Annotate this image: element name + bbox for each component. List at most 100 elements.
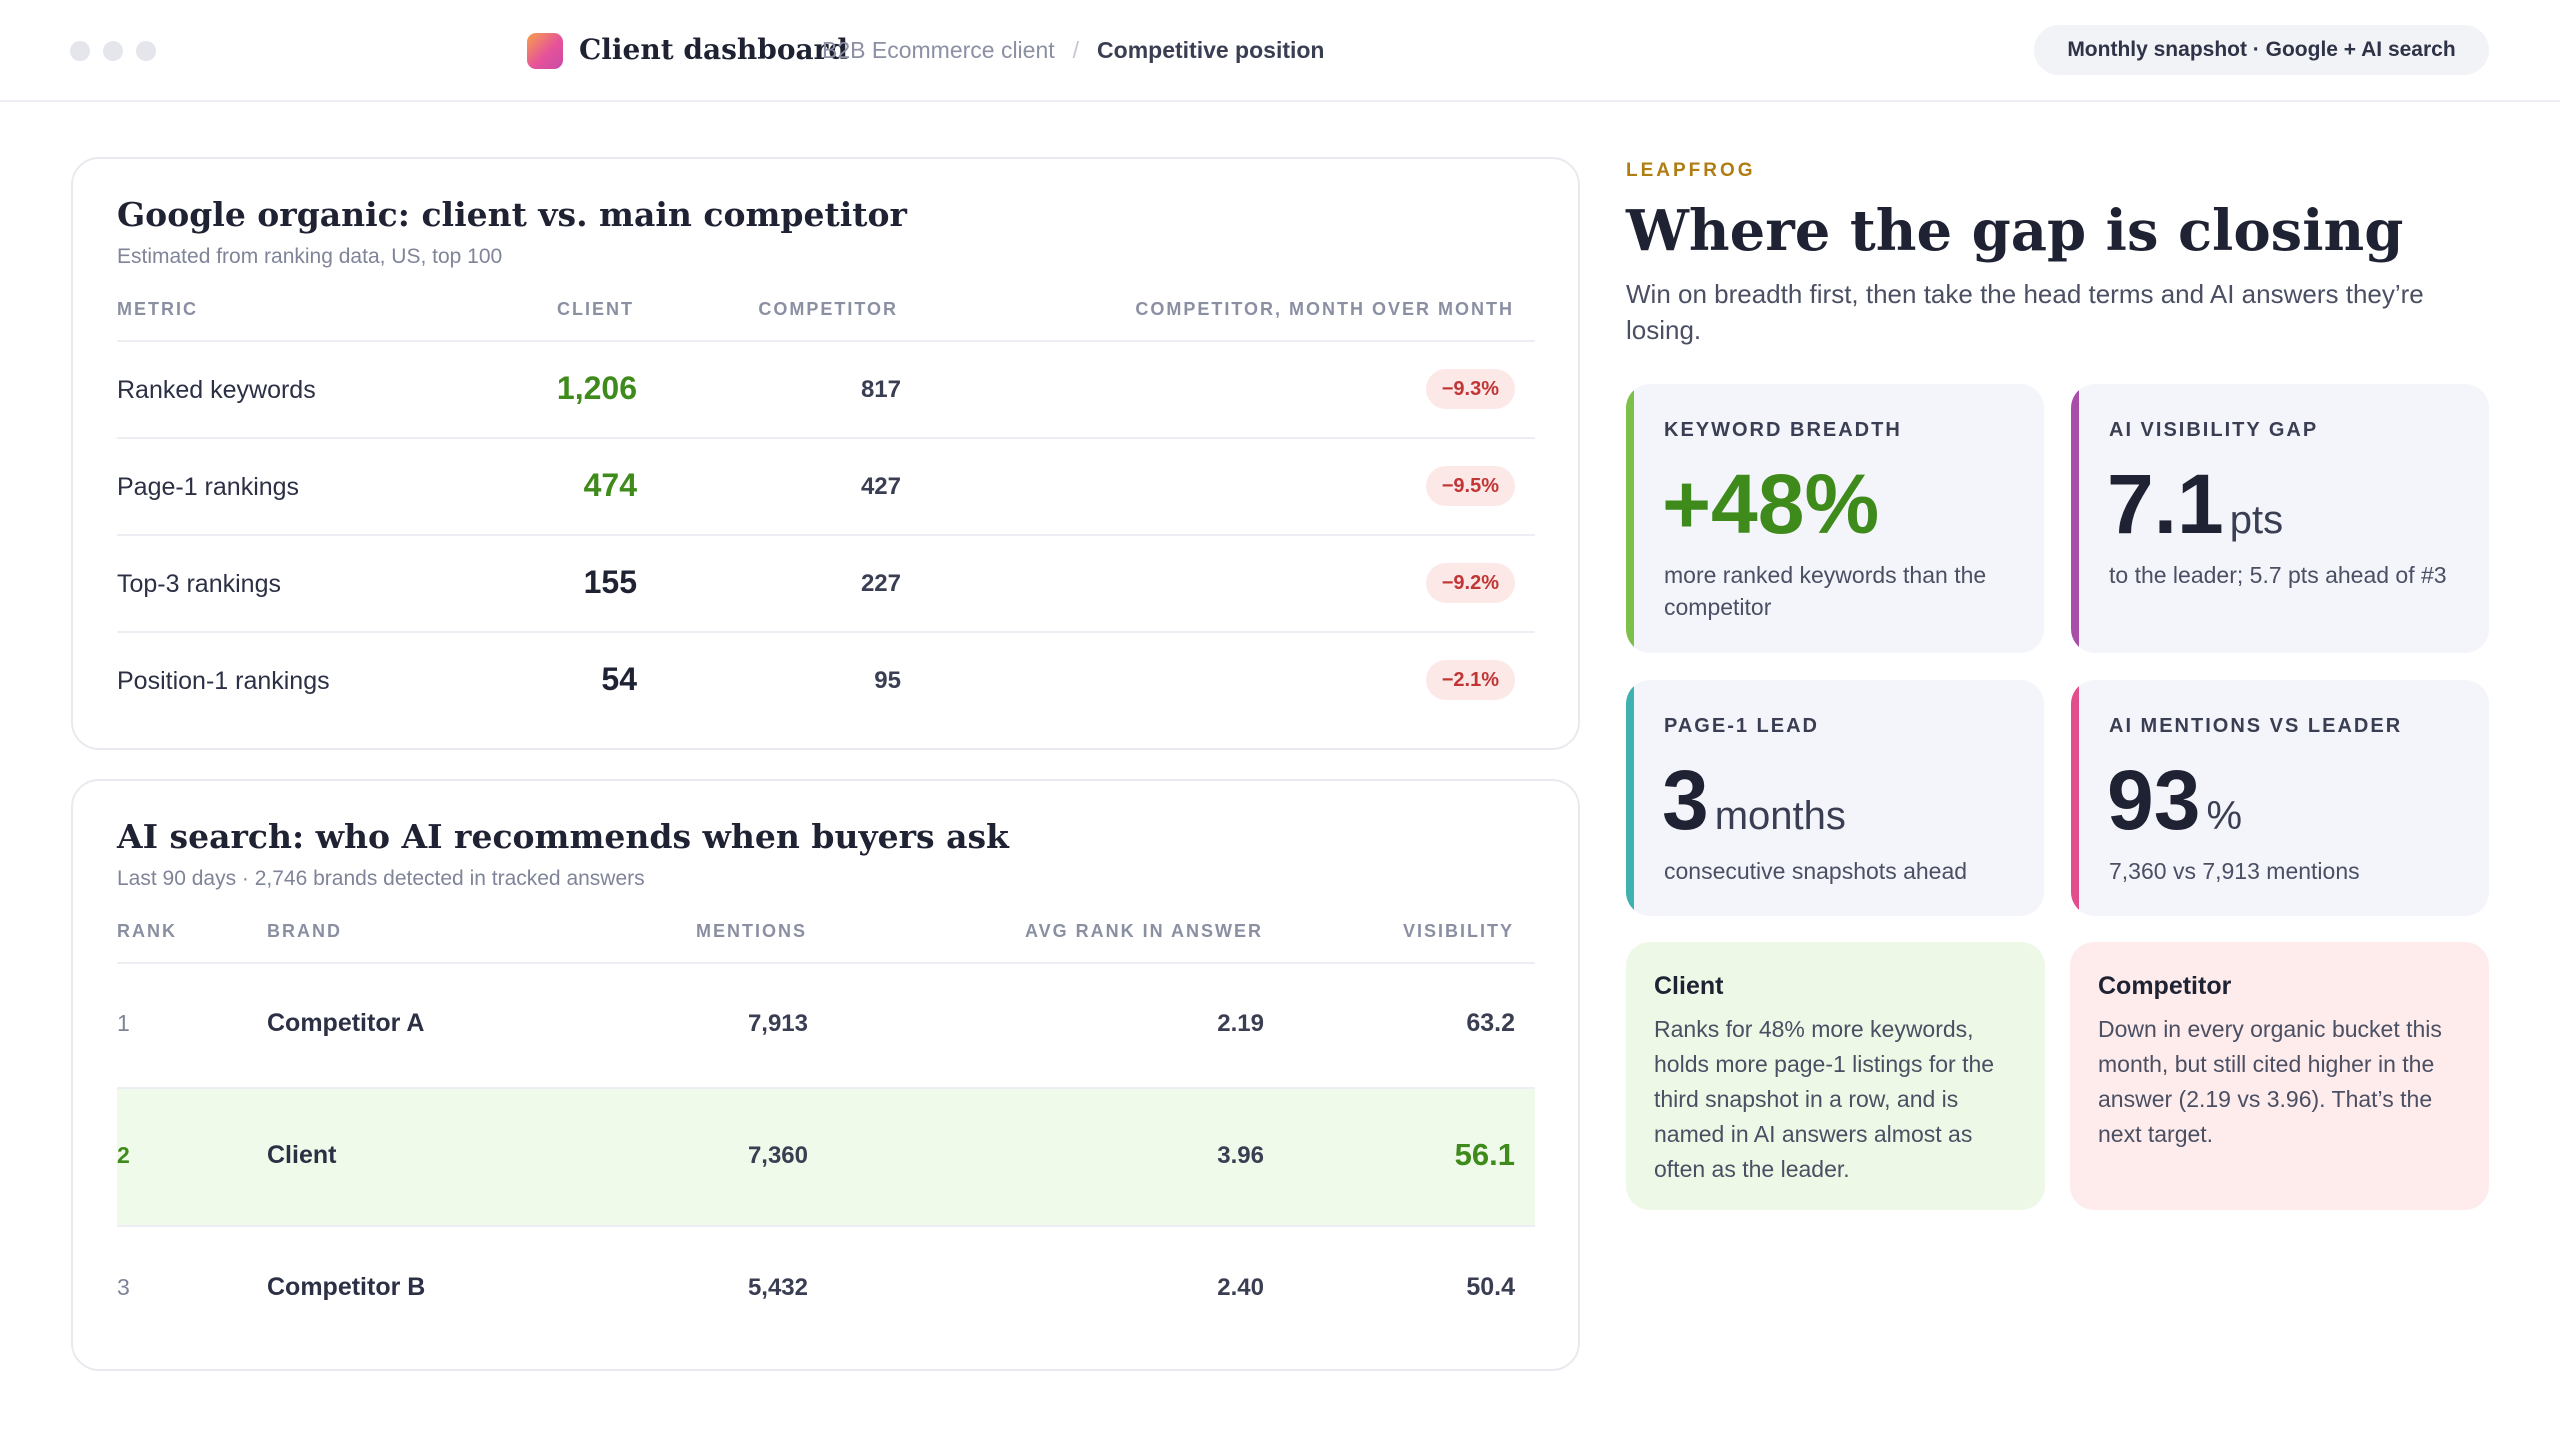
header-visibility: Visibility [1402, 921, 1514, 941]
stat-value: 93% [2107, 752, 2242, 849]
competitor-summary-card: Competitor Down in every organic bucket … [2070, 942, 2489, 1210]
delta-badge: −9.5% [1425, 466, 1515, 506]
row-divider [117, 437, 1535, 439]
rank-value: 3 [117, 1274, 130, 1300]
brand-name: Competitor A [267, 1009, 425, 1037]
stat-card-keyword-breadth: Keyword breadth +48% more ranked keyword… [1626, 384, 2044, 653]
delta-badge: −9.3% [1425, 369, 1515, 409]
metric-label: Top-3 rankings [117, 570, 281, 598]
visibility-value: 56.1 [1454, 1137, 1515, 1172]
competitor-value: 95 [874, 667, 901, 694]
brand-name: Client [267, 1141, 337, 1169]
header-brand: Brand [267, 921, 342, 941]
stat-label: Keyword breadth [1664, 419, 1902, 441]
table-divider [117, 962, 1535, 964]
stat-unit: % [2206, 794, 2243, 838]
window-maximize-dot[interactable] [136, 41, 156, 61]
table-row: Position-1 rankings 54 95 −2.1% [117, 632, 1535, 728]
stat-unit: months [1714, 794, 1846, 838]
metric-label: Page-1 rankings [117, 473, 300, 501]
visibility-value: 63.2 [1466, 1009, 1515, 1037]
table-row: 3 Competitor B 5,432 2.40 50.4 [117, 1227, 1535, 1351]
rank-value: 1 [117, 1010, 130, 1036]
ai-card-title: AI search: who AI recommends when buyers… [117, 817, 1009, 856]
stat-description: more ranked keywords than the competitor [1664, 562, 1987, 620]
competitor-value: 227 [860, 570, 901, 597]
avg-rank-value: 2.40 [1217, 1274, 1264, 1301]
avg-rank-value: 3.96 [1217, 1142, 1264, 1169]
panel-lede: Win on breadth first, then take the head… [1626, 279, 2424, 345]
stat-number: 93 [2107, 753, 2201, 847]
stat-value: +48% [1662, 456, 1879, 553]
window-minimize-dot[interactable] [103, 41, 123, 61]
delta-badge: −2.1% [1425, 660, 1515, 700]
ai-card-subtitle: Last 90 days · 2,746 brands detected in … [117, 867, 645, 890]
breadcrumb-separator: / [1072, 37, 1080, 63]
stat-description: to the leader; 5.7 pts ahead of #3 [2109, 562, 2447, 588]
table-row: 1 Competitor A 7,913 2.19 63.2 [117, 963, 1535, 1087]
panel-eyebrow: LEAPFROG [1626, 160, 1756, 181]
note-body: Down in every organic bucket this month,… [2098, 1016, 2442, 1147]
note-title: Competitor [2098, 972, 2232, 1000]
mentions-value: 7,360 [747, 1142, 808, 1169]
row-divider [117, 1087, 1535, 1089]
stat-card-ai-mentions-vs-leader: AI mentions vs leader 93% 7,360 vs 7,913… [2071, 680, 2489, 916]
stat-label: AI visibility gap [2109, 419, 2319, 441]
stat-number: 3 [1662, 753, 1709, 847]
table-row-client-highlight: 2 Client 7,360 3.96 56.1 [117, 1089, 1535, 1225]
breadcrumb-client[interactable]: B2B Ecommerce client [822, 37, 1055, 63]
header-avg-rank: Avg rank in answer [1025, 921, 1263, 941]
note-title: Client [1654, 972, 1724, 1000]
competitor-value: 817 [860, 376, 901, 403]
app-logo-icon [527, 33, 563, 69]
rank-value: 2 [117, 1142, 130, 1168]
header-rank: Rank [117, 921, 177, 941]
organic-card-subtitle: Estimated from ranking data, US, top 100 [117, 245, 503, 268]
metric-label: Position-1 rankings [117, 667, 330, 695]
top-bar: Client dashboard B2B Ecommerce client / … [0, 0, 2560, 102]
stat-description: 7,360 vs 7,913 mentions [2109, 858, 2360, 884]
header-metric: Metric [117, 299, 198, 319]
window-controls [70, 41, 156, 61]
client-value: 474 [583, 467, 637, 503]
ai-search-card: AI search: who AI recommends when buyers… [71, 779, 1580, 1371]
metric-label: Ranked keywords [117, 376, 316, 404]
header-competitor-mom: Competitor, month over month [1135, 299, 1514, 319]
header-mentions: Mentions [695, 921, 807, 941]
organic-comparison-card: Google organic: client vs. main competit… [71, 157, 1580, 750]
stat-value: 3 months [1662, 752, 1846, 849]
stat-label: Page-1 lead [1664, 715, 1819, 737]
snapshot-badge: Monthly snapshot · Google + AI search [2034, 25, 2489, 75]
note-body: Ranks for 48% more keywords, holds more … [1654, 1016, 1995, 1182]
stat-value: 7.1 pts [2107, 456, 2283, 553]
panel-headline: Where the gap is closing [1626, 198, 2404, 264]
client-value: 155 [583, 564, 637, 600]
row-divider [117, 1225, 1535, 1227]
mentions-value: 7,913 [747, 1010, 808, 1037]
header-client: Client [557, 299, 634, 319]
header-competitor: Competitor [758, 299, 898, 319]
stat-number: 7.1 [2107, 457, 2224, 551]
avg-rank-value: 2.19 [1217, 1010, 1264, 1037]
table-row: Page-1 rankings 474 427 −9.5% [117, 438, 1535, 534]
brand-name: Competitor B [267, 1273, 426, 1301]
client-value: 1,206 [556, 370, 637, 406]
window-close-dot[interactable] [70, 41, 90, 61]
app-title: Client dashboard [579, 33, 848, 66]
client-value: 54 [601, 661, 637, 697]
table-row: Top-3 rankings 155 227 −9.2% [117, 535, 1535, 631]
breadcrumb-current-page: Competitive position [1097, 37, 1325, 63]
breadcrumb: B2B Ecommerce client / Competitive posit… [822, 37, 1324, 64]
visibility-value: 50.4 [1466, 1273, 1515, 1301]
table-divider [117, 340, 1535, 342]
competitor-value: 427 [860, 473, 901, 500]
row-divider [117, 631, 1535, 633]
stat-card-page-1-lead: Page-1 lead 3 months consecutive snapshot… [1626, 680, 2044, 916]
delta-badge: −9.2% [1425, 563, 1515, 603]
row-divider [117, 534, 1535, 536]
stat-label: AI mentions vs leader [2109, 715, 2403, 737]
table-row: Ranked keywords 1,206 817 −9.3% [117, 341, 1535, 437]
stat-number: +48% [1662, 457, 1880, 551]
mentions-value: 5,432 [747, 1274, 808, 1301]
organic-card-title: Google organic: client vs. main competit… [117, 195, 907, 234]
